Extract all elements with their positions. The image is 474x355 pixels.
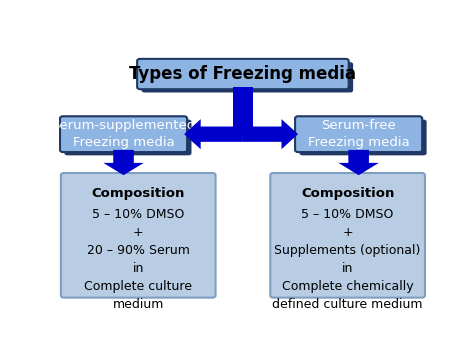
FancyArrow shape	[103, 150, 144, 175]
FancyArrow shape	[338, 150, 379, 175]
FancyBboxPatch shape	[60, 116, 187, 152]
Text: Serum-free
Freezing media: Serum-free Freezing media	[308, 119, 410, 149]
FancyBboxPatch shape	[64, 120, 191, 155]
FancyArrow shape	[184, 119, 243, 149]
Text: Types of Freezing media: Types of Freezing media	[129, 65, 356, 83]
FancyBboxPatch shape	[270, 173, 425, 297]
FancyBboxPatch shape	[300, 120, 427, 155]
Text: Composition: Composition	[301, 187, 394, 201]
FancyBboxPatch shape	[142, 62, 353, 93]
FancyBboxPatch shape	[61, 173, 216, 297]
Text: 5 – 10% DMSO
+
Supplements (optional)
in
Complete chemically
defined culture med: 5 – 10% DMSO + Supplements (optional) in…	[273, 208, 423, 311]
FancyArrow shape	[243, 119, 298, 149]
Text: 5 – 10% DMSO
+
20 – 90% Serum
in
Complete culture
medium: 5 – 10% DMSO + 20 – 90% Serum in Complet…	[84, 208, 192, 311]
Bar	[233, 87, 253, 134]
Text: Composition: Composition	[91, 187, 185, 201]
Text: Serum-supplemented
Freezing media: Serum-supplemented Freezing media	[51, 119, 196, 149]
FancyBboxPatch shape	[295, 116, 422, 152]
FancyBboxPatch shape	[137, 59, 349, 89]
